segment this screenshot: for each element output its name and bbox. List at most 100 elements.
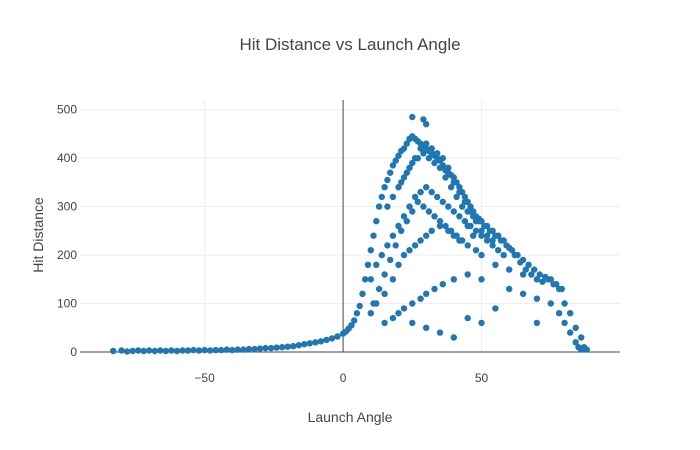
data-point (514, 251, 521, 259)
data-point (478, 319, 485, 327)
data-point (212, 346, 219, 354)
data-point (525, 261, 532, 268)
data-point (195, 347, 203, 354)
data-point (519, 271, 527, 278)
data-point (431, 285, 438, 293)
data-point (151, 347, 158, 355)
data-point (539, 278, 546, 285)
data-point (409, 159, 416, 167)
data-point (123, 348, 131, 355)
x-axis-title: Launch Angle (308, 409, 393, 425)
data-point (567, 329, 574, 336)
data-point (373, 218, 380, 225)
data-point (389, 162, 397, 169)
data-point (572, 324, 579, 331)
data-point (234, 346, 241, 353)
data-point (362, 276, 369, 283)
data-point (364, 261, 372, 268)
data-point (423, 184, 430, 191)
data-point (470, 232, 477, 239)
data-point (400, 305, 408, 312)
data-point (387, 169, 394, 176)
data-point (447, 227, 455, 234)
data-point (146, 347, 153, 354)
data-point (578, 334, 585, 341)
data-point (403, 218, 410, 225)
y-tick-label: 100 (57, 297, 77, 311)
data-point (351, 317, 358, 324)
axis-layer (80, 100, 620, 353)
data-point (478, 227, 485, 234)
data-point (406, 247, 413, 254)
grid-layer (80, 100, 620, 352)
data-point (434, 193, 441, 201)
data-point (533, 276, 541, 283)
data-point (503, 242, 510, 249)
data-point (279, 344, 286, 351)
data-point (428, 145, 435, 152)
data-point (411, 193, 419, 201)
data-point (445, 203, 452, 210)
data-point (483, 237, 491, 244)
data-point (423, 121, 430, 128)
data-point (439, 155, 446, 162)
data-point (461, 193, 469, 201)
data-point (547, 276, 554, 283)
data-point (450, 208, 457, 215)
y-tick-label: 300 (57, 200, 77, 214)
data-point (387, 256, 394, 264)
data-point (201, 346, 208, 354)
data-point (447, 184, 455, 191)
data-point (384, 242, 391, 249)
data-point (431, 213, 438, 220)
data-point (168, 347, 175, 354)
data-point (306, 340, 313, 347)
data-point (223, 346, 230, 353)
data-point (378, 251, 385, 259)
data-point (367, 276, 374, 283)
data-point (273, 344, 280, 351)
data-point (528, 271, 535, 278)
data-point (467, 208, 474, 215)
data-point (245, 345, 253, 353)
data-point (373, 261, 380, 268)
data-point (370, 300, 377, 307)
data-point (395, 222, 402, 230)
data-point (456, 213, 463, 220)
data-point (135, 347, 142, 354)
data-point (436, 329, 444, 336)
data-point (398, 227, 405, 234)
data-point (348, 322, 355, 329)
data-point (567, 310, 574, 317)
data-point (578, 346, 585, 353)
data-point (403, 169, 410, 176)
data-point (489, 237, 496, 244)
data-point (417, 237, 424, 244)
data-point (392, 157, 399, 164)
data-point (428, 188, 435, 196)
data-point (295, 342, 302, 349)
data-point (506, 266, 513, 273)
data-point (256, 345, 264, 352)
data-point (409, 113, 416, 121)
data-point (301, 341, 308, 348)
data-point (406, 164, 413, 171)
data-point (395, 261, 402, 268)
y-tick-label: 500 (57, 103, 77, 117)
data-point (409, 208, 416, 215)
data-point (445, 164, 452, 171)
data-point (439, 198, 446, 205)
data-point (290, 343, 297, 350)
data-point (442, 174, 449, 181)
data-point (417, 145, 424, 152)
data-point (472, 218, 480, 225)
data-point (251, 345, 258, 353)
data-point (420, 116, 427, 123)
data-point (395, 152, 402, 159)
data-point (492, 261, 499, 268)
data-point (389, 314, 397, 322)
data-point (110, 347, 117, 355)
data-point (561, 300, 568, 307)
data-point (381, 290, 388, 297)
